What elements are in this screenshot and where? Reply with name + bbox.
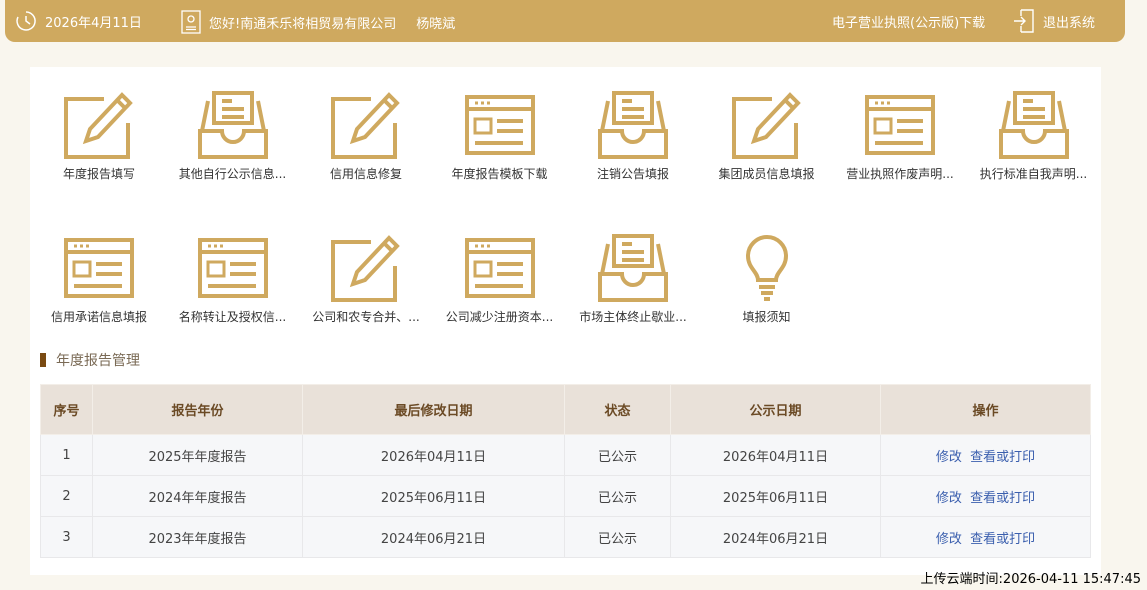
inbox-icon xyxy=(168,91,298,161)
tile-label: 填报须知 xyxy=(742,310,791,324)
pencil-icon xyxy=(301,234,431,304)
user-icon xyxy=(181,10,201,34)
cell-no: 3 xyxy=(40,516,93,558)
table-row: 1 2025年年度报告 2026年04月11日 已公示 2026年04月11日 … xyxy=(40,434,1091,476)
cell-modified: 2025年06月11日 xyxy=(302,475,565,517)
section-title: 年度报告管理 xyxy=(56,353,140,369)
cell-actions: 修改 查看或打印 xyxy=(880,516,1091,558)
pencil-icon xyxy=(301,91,431,161)
inbox-icon xyxy=(568,91,698,161)
user-area: 您好!南通禾乐将相贸易有限公司 杨晓斌 xyxy=(181,10,455,34)
logout-button[interactable]: 退出系统 xyxy=(1013,9,1095,33)
cell-status: 已公示 xyxy=(564,475,671,517)
tile-11[interactable]: 公司和农专合并、... xyxy=(301,234,431,325)
tile-5[interactable]: 注销公告填报 xyxy=(568,91,698,182)
section-header: 年度报告管理 xyxy=(40,350,140,370)
bulb-icon xyxy=(702,234,832,304)
edit-link[interactable]: 修改 xyxy=(935,449,962,465)
cell-year: 2025年年度报告 xyxy=(92,434,303,476)
inbox-icon xyxy=(568,234,698,304)
tile-label: 市场主体终止歇业... xyxy=(579,310,687,324)
col-year: 报告年份 xyxy=(92,384,303,435)
clock-icon xyxy=(16,11,36,31)
tile-label: 注销公告填报 xyxy=(596,167,669,181)
cell-actions: 修改 查看或打印 xyxy=(880,434,1091,476)
tile-2[interactable]: 其他自行公示信息... xyxy=(168,91,298,182)
tile-10[interactable]: 名称转让及授权信... xyxy=(168,234,298,325)
logout-label: 退出系统 xyxy=(1043,15,1096,31)
view-print-link[interactable]: 查看或打印 xyxy=(970,490,1036,506)
tile-label: 执行标准自我声明... xyxy=(979,167,1088,181)
cell-status: 已公示 xyxy=(564,516,671,558)
top-bar: 2026年4月11日 您好!南通禾乐将相贸易有限公司 杨晓斌 电子营业执照(公示… xyxy=(5,0,1125,42)
tile-label: 营业执照作废声明... xyxy=(846,167,954,181)
cell-status: 已公示 xyxy=(564,434,671,476)
cell-actions: 修改 查看或打印 xyxy=(880,475,1091,517)
license-download-link[interactable]: 电子营业执照(公示版)下载 xyxy=(832,16,986,31)
cell-year: 2023年年度报告 xyxy=(92,516,303,558)
cell-published: 2026年04月11日 xyxy=(670,434,881,476)
tile-14[interactable]: 填报须知 xyxy=(702,234,832,325)
section-marker xyxy=(40,353,46,367)
col-status: 状态 xyxy=(564,384,671,435)
col-modified: 最后修改日期 xyxy=(302,384,565,435)
tile-label: 年度报告模板下载 xyxy=(451,167,548,181)
cell-modified: 2024年06月21日 xyxy=(302,516,565,558)
tile-6[interactable]: 集团成员信息填报 xyxy=(702,91,832,182)
tile-8[interactable]: 执行标准自我声明... xyxy=(969,91,1099,182)
inbox-icon xyxy=(969,91,1099,161)
tile-label: 集团成员信息填报 xyxy=(718,167,815,181)
table-row: 2 2024年年度报告 2025年06月11日 已公示 2025年06月11日 … xyxy=(40,475,1091,517)
tile-4[interactable]: 年度报告模板下载 xyxy=(435,91,565,182)
greeting: 您好!南通禾乐将相贸易有限公司 xyxy=(209,16,397,32)
tile-label: 信用承诺信息填报 xyxy=(50,310,147,324)
window-icon xyxy=(435,234,565,304)
cell-published: 2024年06月21日 xyxy=(670,516,881,558)
col-no: 序号 xyxy=(40,384,93,435)
annual-report-table: 序号 报告年份 最后修改日期 状态 公示日期 操作 1 2025年年度报告 20… xyxy=(40,384,1091,558)
edit-link[interactable]: 修改 xyxy=(935,490,962,506)
date-area: 2026年4月11日 xyxy=(15,10,142,32)
tile-12[interactable]: 公司减少注册资本... xyxy=(435,234,565,325)
tile-label: 公司和农专合并、... xyxy=(312,310,420,324)
col-published: 公示日期 xyxy=(670,384,881,435)
table-header-row: 序号 报告年份 最后修改日期 状态 公示日期 操作 xyxy=(40,384,1091,435)
tile-label: 名称转让及授权信... xyxy=(178,310,287,324)
window-icon xyxy=(435,91,565,161)
window-icon xyxy=(34,234,164,304)
window-icon xyxy=(168,234,298,304)
tile-13[interactable]: 市场主体终止歇业... xyxy=(568,234,698,325)
view-print-link[interactable]: 查看或打印 xyxy=(970,531,1036,547)
pencil-icon xyxy=(702,91,832,161)
tile-9[interactable]: 信用承诺信息填报 xyxy=(34,234,164,325)
tile-3[interactable]: 信用信息修复 xyxy=(301,91,431,182)
cell-modified: 2026年04月11日 xyxy=(302,434,565,476)
cell-published: 2025年06月11日 xyxy=(670,475,881,517)
view-print-link[interactable]: 查看或打印 xyxy=(970,449,1036,465)
user-name: 杨晓斌 xyxy=(416,16,456,32)
pencil-icon xyxy=(34,91,164,161)
tile-label: 其他自行公示信息... xyxy=(178,167,287,181)
cell-no: 2 xyxy=(40,475,93,517)
tile-7[interactable]: 营业执照作废声明... xyxy=(835,91,965,182)
table-row: 3 2023年年度报告 2024年06月21日 已公示 2024年06月21日 … xyxy=(40,516,1091,558)
logout-icon xyxy=(1014,9,1034,33)
edit-link[interactable]: 修改 xyxy=(935,531,962,547)
tile-label: 公司减少注册资本... xyxy=(445,310,554,324)
upload-time: 上传云端时间:2026-04-11 15:47:45 xyxy=(920,572,1141,587)
col-actions: 操作 xyxy=(880,384,1091,435)
cell-year: 2024年年度报告 xyxy=(92,475,303,517)
tile-1[interactable]: 年度报告填写 xyxy=(34,91,164,182)
window-icon xyxy=(835,91,965,161)
tile-label: 信用信息修复 xyxy=(329,167,402,181)
current-date: 2026年4月11日 xyxy=(45,15,142,31)
cell-no: 1 xyxy=(40,434,93,476)
main-panel: 年度报告填写 其他自行公示信息... 信用信息修复 年度报告模板下载 注销公告填报 集团成… xyxy=(30,67,1101,575)
tile-label: 年度报告填写 xyxy=(62,167,135,181)
